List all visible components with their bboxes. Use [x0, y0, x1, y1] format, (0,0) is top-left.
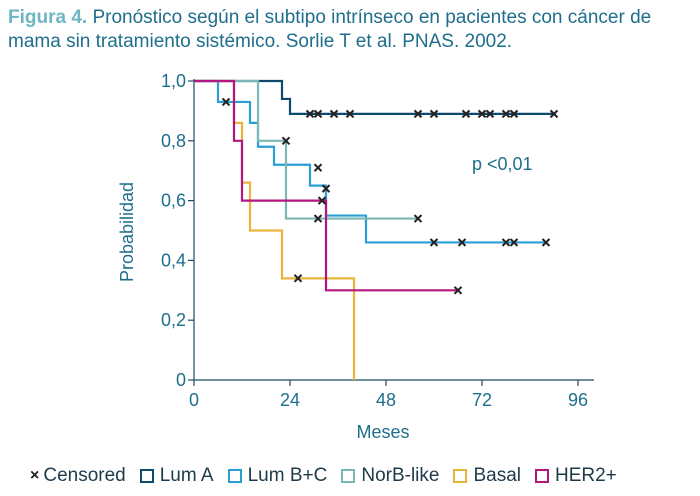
censored-mark — [321, 184, 331, 193]
y-tick-label: 0,4 — [161, 250, 186, 270]
censored-mark — [413, 109, 423, 119]
legend-item-basal: Basal — [453, 465, 521, 487]
censored-mark — [457, 238, 467, 247]
censored-mark — [313, 163, 323, 172]
chart-axes: 0 0,2 0,4 0,6 0,8 1,0 0 24 48 72 96 — [161, 71, 594, 410]
chart-series-layer — [194, 79, 554, 380]
censored-mark — [509, 238, 519, 247]
legend-label: Basal — [473, 465, 521, 486]
censored-mark — [485, 109, 495, 119]
y-tick-label: 0,8 — [161, 131, 186, 151]
legend-swatch — [341, 469, 356, 483]
x-tick-label: 96 — [568, 390, 588, 410]
legend-label: NorB-like — [361, 465, 440, 486]
y-tick-label: 0,2 — [161, 310, 186, 330]
legend-item-norb-like: NorB-like — [341, 465, 439, 487]
x-tick-label: 24 — [280, 390, 300, 410]
censored-mark — [541, 238, 551, 247]
series-line-norb-like — [194, 79, 418, 220]
censored-mark — [313, 214, 323, 223]
censored-mark — [501, 238, 511, 247]
chart-censor-layer — [221, 97, 559, 295]
censored-mark — [461, 109, 471, 119]
censored-mark — [317, 196, 327, 205]
series-line-basal — [194, 79, 356, 380]
legend-item-lum-a: Lum A — [139, 465, 214, 487]
legend-item-her2: HER2+ — [535, 465, 617, 487]
legend-label: HER2+ — [555, 465, 617, 486]
y-axis-label: Probabilidad — [117, 182, 137, 282]
censored-mark — [549, 109, 559, 119]
p-value-annotation: p <0,01 — [472, 154, 533, 174]
figure-label: Figura 4. — [8, 7, 88, 28]
legend-label: Lum A — [159, 465, 214, 486]
legend-swatch — [227, 469, 242, 483]
series-line-her2 — [194, 79, 458, 292]
y-tick-label: 0 — [176, 370, 186, 390]
figure-caption-text: Pronóstico según el subtipo intrínseco e… — [8, 7, 652, 52]
censored-mark — [221, 97, 231, 107]
censored-mark — [429, 238, 439, 247]
legend-label-censored: Censored — [43, 465, 126, 486]
censored-mark — [501, 109, 511, 119]
censored-mark — [453, 286, 463, 295]
censored-mark — [413, 214, 423, 223]
chart-legend: × Censored Lum A Lum B+C NorB-like Basal HER… — [30, 462, 631, 490]
y-tick-label: 0,6 — [161, 191, 186, 211]
censored-mark — [293, 274, 303, 283]
censored-mark — [477, 109, 487, 119]
legend-item-lum-b-c: Lum B+C — [227, 465, 328, 487]
x-tick-label: 0 — [189, 390, 199, 410]
x-tick-label: 72 — [472, 390, 492, 410]
censored-mark — [345, 109, 355, 119]
legend-swatch — [139, 469, 154, 483]
censored-mark — [313, 109, 323, 119]
x-tick-label: 48 — [376, 390, 396, 410]
censored-mark — [281, 136, 291, 146]
censored-mark — [509, 109, 519, 119]
figure-caption: Figura 4. Pronóstico según el subtipo in… — [8, 6, 692, 54]
x-axis-label: Meses — [356, 422, 409, 442]
censored-mark — [329, 109, 339, 119]
y-tick-label: 1,0 — [161, 71, 186, 91]
legend-item-censored: × Censored — [30, 465, 126, 487]
legend-swatch — [453, 469, 468, 483]
legend-swatch — [535, 469, 549, 483]
censored-mark — [305, 109, 315, 119]
legend-label: Lum B+C — [247, 465, 328, 486]
censored-mark — [429, 109, 439, 119]
series-line-lum-a — [194, 79, 554, 115]
censored-mark-icon: × — [30, 467, 40, 484]
legend-series-list: Lum A Lum B+C NorB-like Basal HER2+ — [139, 465, 631, 487]
